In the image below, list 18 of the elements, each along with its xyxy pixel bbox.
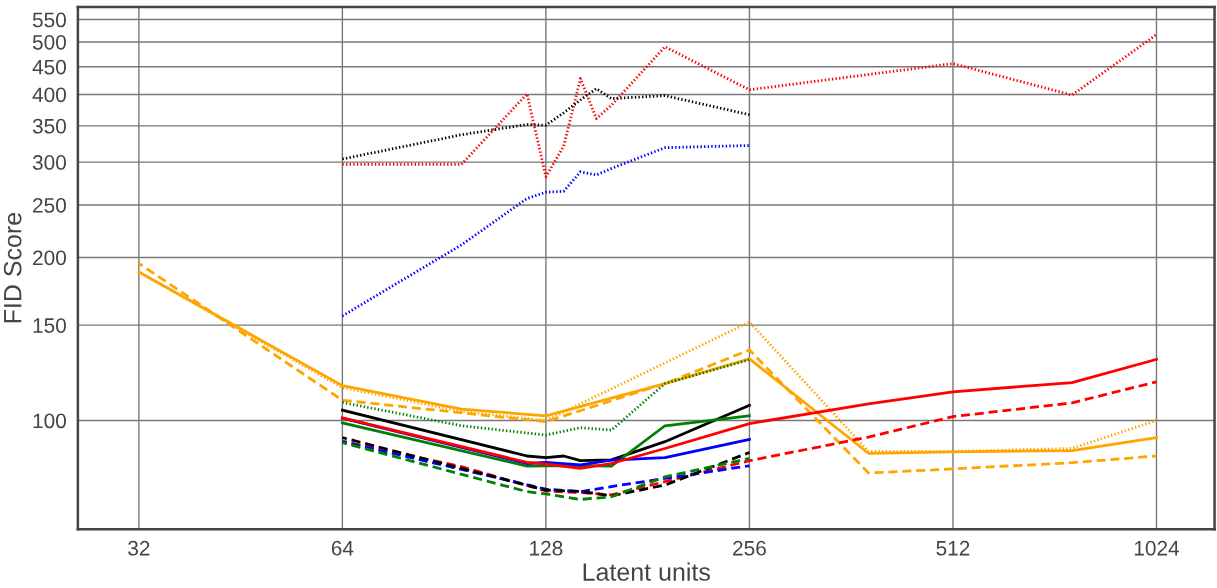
y-tick-label: 500 [32,34,66,50]
y-tick-label: 550 [32,12,66,28]
x-tick-label: 1024 [1134,540,1180,556]
x-tick-label: 128 [530,540,563,556]
x-tick-label: 64 [331,540,354,556]
x-tick-label: 32 [128,540,150,556]
y-tick-label: 150 [33,318,66,333]
y-axis-title: FID Score [3,212,22,323]
y-tick-label: 250 [33,198,66,213]
y-tick-label: 100 [33,413,66,429]
y-tick-label: 350 [32,118,66,134]
y-tick-label: 300 [32,155,66,170]
x-tick-label: 512 [936,540,970,556]
y-tick-label: 450 [32,59,66,75]
x-axis-title: Latent units [583,562,710,581]
y-tick-label: 400 [32,87,66,103]
x-tick-label: 256 [733,540,766,556]
y-tick-label: 200 [33,250,66,266]
